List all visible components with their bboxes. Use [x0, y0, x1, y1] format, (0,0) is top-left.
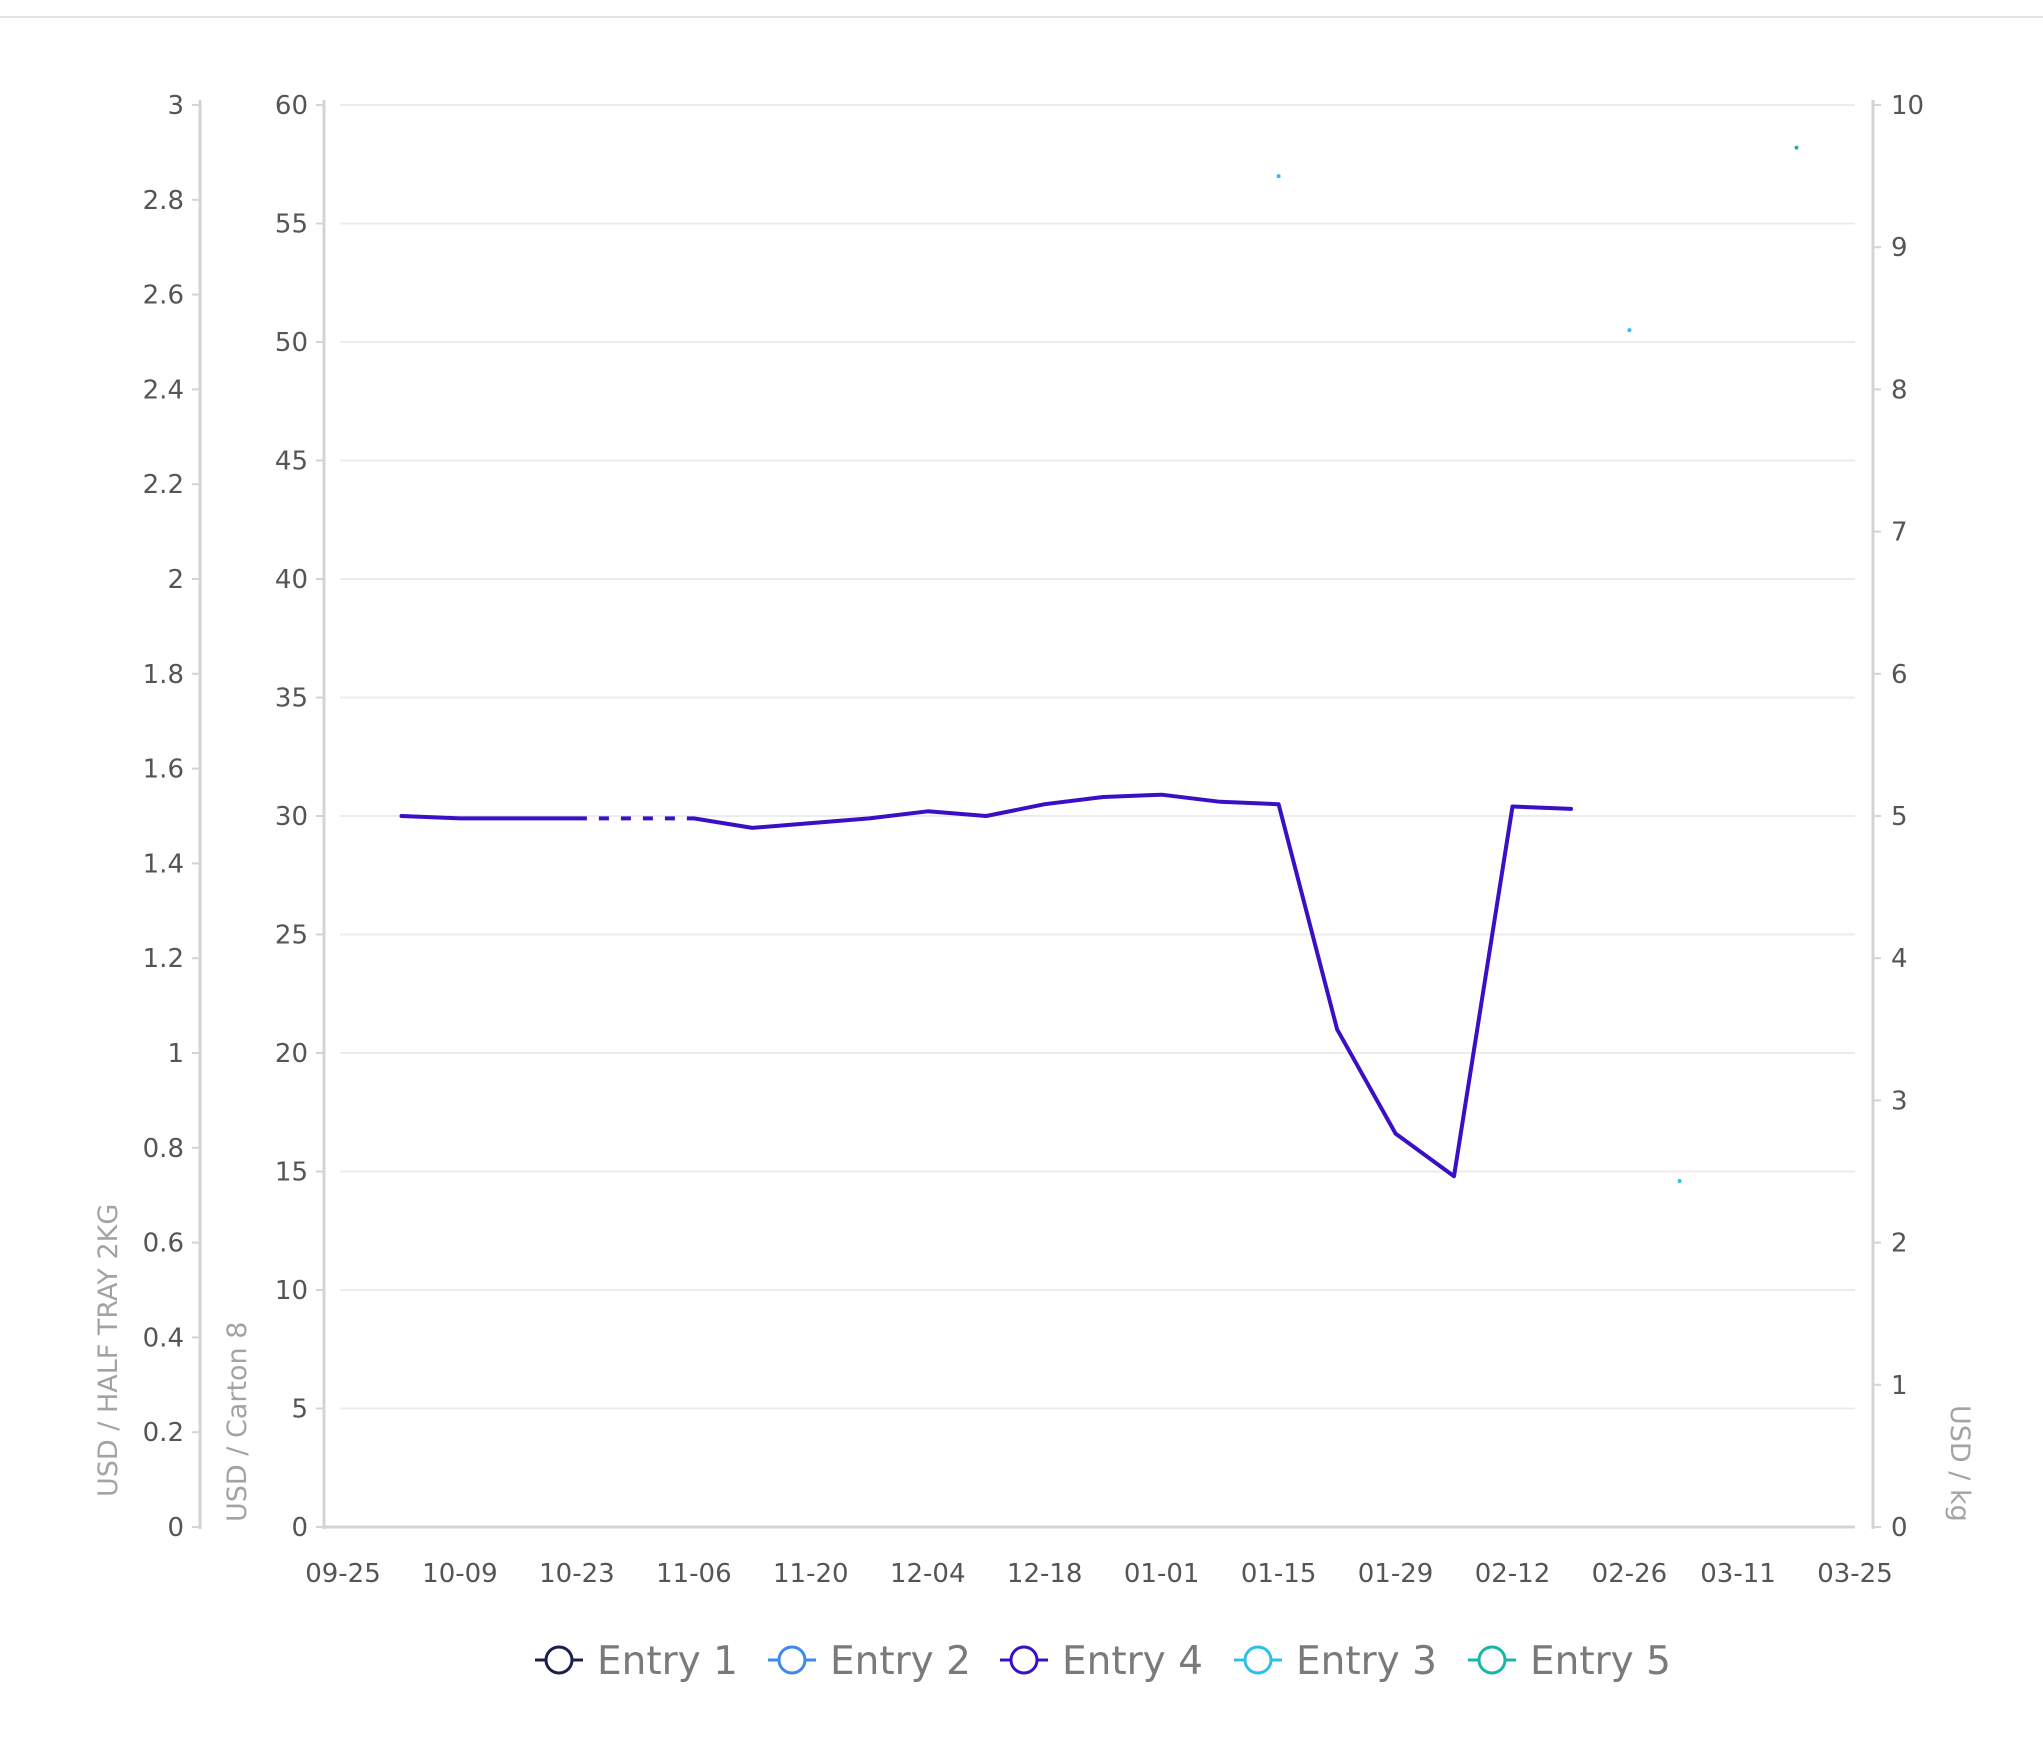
y-tick-label-left-outer: 0.8 [143, 1134, 184, 1164]
y-tick-label-left-inner: 5 [291, 1395, 308, 1425]
x-tick-label: 09-25 [305, 1559, 381, 1589]
entry-4-line [691, 792, 1573, 1179]
axis-titles: USD / HALF TRAY 2KG USD / Carton 8 USD /… [93, 1204, 1975, 1522]
legend-item-entry-3[interactable]: Entry 3 [1234, 1639, 1437, 1684]
y-tick-label-left-outer: 3 [167, 91, 184, 121]
legend[interactable]: Entry 1 Entry 2 Entry 4 Entry 3 Entry 5 [535, 1639, 1671, 1684]
x-tick-label: 01-01 [1124, 1559, 1200, 1589]
y-tick-label-left-inner: 40 [275, 565, 308, 595]
y-tick-label-left-outer: 1.4 [143, 849, 184, 879]
legend-label: Entry 3 [1296, 1639, 1437, 1684]
y-tick-label-left-outer: 0 [167, 1513, 184, 1543]
legend-marker-icon [1243, 1645, 1273, 1675]
axis-title-left-outer: USD / HALF TRAY 2KG [93, 1204, 124, 1497]
y-tick-label-left-inner: 10 [275, 1276, 308, 1306]
axis-title-right: USD / kg [1944, 1405, 1975, 1522]
y-tick-label-right: 6 [1891, 660, 1908, 690]
y-tick-label-left-outer: 0.2 [143, 1418, 184, 1448]
legend-label: Entry 1 [597, 1639, 738, 1684]
entry-5-point [1794, 145, 1799, 150]
x-tick-label: 01-15 [1241, 1559, 1317, 1589]
x-tick-label: 03-25 [1817, 1559, 1893, 1589]
legend-marker-icon [1477, 1645, 1507, 1675]
y-tick-label-left-outer: 0.4 [143, 1323, 184, 1353]
y-tick-label-left-outer: 2 [167, 565, 184, 595]
y-tick-label-right: 2 [1891, 1229, 1908, 1259]
legend-label: Entry 4 [1062, 1639, 1203, 1684]
x-tick-label: 02-26 [1592, 1559, 1668, 1589]
axis-title-left-inner: USD / Carton 8 [222, 1322, 253, 1522]
legend-marker-icon [777, 1645, 807, 1675]
x-tick-label: 03-11 [1700, 1559, 1776, 1589]
tick-labels: 0 0.2 0.4 0.6 0.8 1 1.2 1.4 1.6 1.8 2 2.2 2.4 2.6 2.8 3… [143, 91, 1924, 1589]
y-tick-label-right: 4 [1891, 944, 1908, 974]
y-tick-label-left-inner: 25 [275, 921, 308, 951]
y-tick-label-left-outer: 1.6 [143, 755, 184, 785]
y-tick-label-left-inner: 0 [291, 1513, 308, 1543]
y-tick-label-right: 10 [1891, 91, 1924, 121]
top-border [0, 16, 2043, 18]
grid-lines [340, 104, 1855, 1410]
y-tick-label-left-outer: 0.6 [143, 1229, 184, 1259]
entry-4-line [399, 814, 579, 821]
x-tick-label: 12-04 [890, 1559, 966, 1589]
series [399, 145, 1799, 1183]
y-tick-label-left-outer: 1.2 [143, 944, 184, 974]
x-tick-label: 02-12 [1475, 1559, 1551, 1589]
y-tick-label-left-outer: 2.8 [143, 186, 184, 216]
y-tick-label-right: 9 [1891, 233, 1908, 263]
axes [192, 100, 1881, 1529]
entry-3-point [1677, 1178, 1682, 1183]
x-tick-label: 10-09 [422, 1559, 498, 1589]
y-tick-label-left-inner: 60 [275, 91, 308, 121]
legend-item-entry-2[interactable]: Entry 2 [768, 1639, 971, 1684]
y-tick-label-right: 0 [1891, 1513, 1908, 1543]
legend-marker-icon [1009, 1645, 1039, 1675]
x-tick-label: 11-06 [656, 1559, 732, 1589]
y-tick-label-left-inner: 45 [275, 447, 308, 477]
x-tick-label: 12-18 [1007, 1559, 1083, 1589]
y-tick-label-right: 1 [1891, 1371, 1908, 1401]
y-tick-label-left-outer: 1 [167, 1039, 184, 1069]
y-tick-label-left-inner: 20 [275, 1039, 308, 1069]
y-tick-label-left-inner: 35 [275, 684, 308, 714]
legend-item-entry-5[interactable]: Entry 5 [1468, 1639, 1671, 1684]
legend-label: Entry 5 [1530, 1639, 1671, 1684]
legend-label: Entry 2 [830, 1639, 971, 1684]
y-tick-label-left-outer: 2.4 [143, 375, 184, 405]
y-tick-label-left-inner: 55 [275, 210, 308, 240]
y-tick-label-left-inner: 30 [275, 802, 308, 832]
legend-item-entry-4[interactable]: Entry 4 [1000, 1639, 1203, 1684]
y-tick-label-right: 7 [1891, 518, 1908, 548]
x-tick-label: 01-29 [1358, 1559, 1434, 1589]
y-tick-label-right: 8 [1891, 375, 1908, 405]
y-tick-label-left-outer: 2.6 [143, 281, 184, 311]
y-tick-label-left-inner: 50 [275, 328, 308, 358]
legend-item-entry-1[interactable]: Entry 1 [535, 1639, 738, 1684]
x-tick-label: 11-20 [773, 1559, 849, 1589]
entry-3-point [1276, 174, 1281, 179]
y-tick-label-left-inner: 15 [275, 1158, 308, 1188]
y-tick-label-right: 5 [1891, 802, 1908, 832]
y-tick-label-left-outer: 1.8 [143, 660, 184, 690]
x-tick-label: 10-23 [539, 1559, 615, 1589]
legend-marker-icon [544, 1645, 574, 1675]
y-tick-label-right: 3 [1891, 1086, 1908, 1116]
y-tick-label-left-outer: 2.2 [143, 470, 184, 500]
entry-3-point [1627, 328, 1632, 333]
